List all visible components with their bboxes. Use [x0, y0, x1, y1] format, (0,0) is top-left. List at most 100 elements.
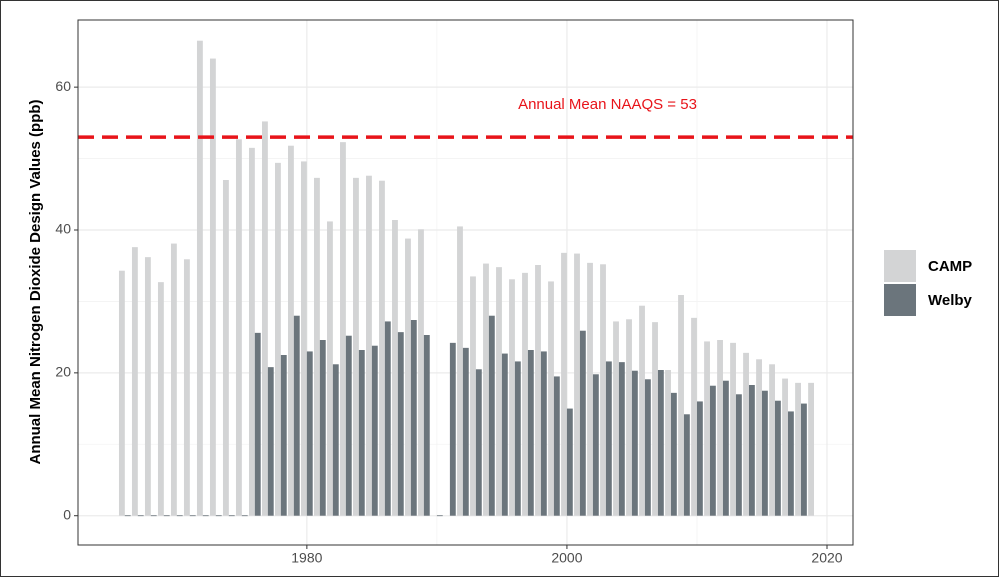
bar — [795, 382, 801, 516]
bar — [644, 379, 651, 516]
bar — [769, 364, 775, 516]
y-tick-label: 40 — [55, 221, 71, 237]
bar — [137, 515, 144, 517]
bar — [170, 243, 177, 516]
bar — [566, 408, 573, 516]
bar — [574, 253, 580, 516]
bar — [457, 226, 463, 516]
bar — [548, 281, 554, 516]
bar — [709, 385, 716, 516]
bar — [241, 515, 248, 517]
bar — [683, 414, 690, 516]
bar — [657, 370, 664, 516]
bar — [261, 121, 268, 516]
bar — [722, 380, 729, 516]
bar — [379, 180, 385, 516]
bar — [418, 229, 424, 516]
x-tick-label: 1980 — [291, 550, 322, 566]
legend-label: CAMP — [928, 258, 972, 275]
bar — [678, 295, 684, 516]
bar — [665, 370, 671, 516]
bar — [124, 515, 131, 517]
bar — [488, 315, 495, 516]
bar — [748, 385, 755, 516]
bar — [639, 305, 645, 516]
bar — [209, 58, 216, 516]
bar — [735, 394, 742, 516]
bar — [345, 335, 352, 516]
bar — [397, 332, 404, 516]
bar — [340, 142, 346, 516]
bar — [144, 257, 151, 516]
bar — [696, 401, 703, 516]
bar — [371, 345, 378, 516]
x-tick-label: 2000 — [551, 550, 582, 566]
bar — [189, 515, 196, 517]
bar — [215, 515, 222, 517]
bar — [163, 515, 170, 517]
bar — [202, 515, 209, 517]
bar — [483, 263, 489, 516]
bar — [462, 347, 469, 516]
bar — [553, 376, 560, 516]
bar — [235, 139, 242, 516]
bar — [327, 221, 333, 516]
bar — [392, 220, 398, 516]
bar — [743, 352, 749, 516]
bar — [470, 276, 476, 516]
bar — [384, 321, 391, 516]
bar — [579, 330, 586, 516]
y-axis-label: Annual Mean Nitrogen Dioxide Design Valu… — [27, 99, 44, 464]
bar — [592, 374, 599, 516]
bar — [358, 350, 365, 516]
bar — [600, 264, 606, 516]
bar — [774, 400, 781, 516]
bar — [652, 322, 658, 516]
bar — [761, 390, 768, 516]
bar — [730, 342, 736, 516]
bar — [613, 321, 619, 516]
bar — [248, 147, 255, 516]
bar — [605, 361, 612, 516]
legend-swatch — [884, 284, 916, 316]
bar — [670, 392, 677, 516]
bar — [540, 351, 547, 516]
bar — [405, 238, 411, 516]
bar — [150, 515, 157, 517]
bar — [157, 282, 164, 516]
bar — [501, 353, 508, 516]
bar — [626, 319, 632, 516]
bar — [254, 332, 261, 516]
bar — [704, 341, 710, 516]
bar — [522, 272, 528, 516]
bar — [228, 515, 235, 517]
bar — [353, 177, 359, 516]
panel-border — [77, 19, 854, 546]
x-tick-label: 2020 — [811, 550, 842, 566]
y-tick-label: 0 — [63, 506, 71, 522]
bar — [782, 378, 788, 516]
legend-label: Welby — [928, 292, 973, 309]
bar — [618, 362, 625, 516]
bar — [535, 265, 541, 516]
bar — [366, 175, 372, 516]
bar — [280, 355, 287, 516]
bar — [118, 270, 125, 516]
bar — [288, 145, 294, 516]
bar — [222, 180, 229, 516]
legend-swatch — [884, 250, 916, 282]
bar — [267, 367, 274, 516]
bar — [527, 350, 534, 516]
bar — [319, 340, 326, 516]
bar — [449, 342, 456, 516]
reference-label: Annual Mean NAAQS = 53 — [518, 96, 697, 113]
bar — [301, 161, 307, 516]
y-tick-label: 60 — [55, 78, 71, 94]
bar — [691, 317, 697, 516]
bar — [514, 361, 521, 516]
bar — [332, 364, 339, 516]
bar — [131, 247, 138, 516]
bar — [631, 370, 638, 516]
